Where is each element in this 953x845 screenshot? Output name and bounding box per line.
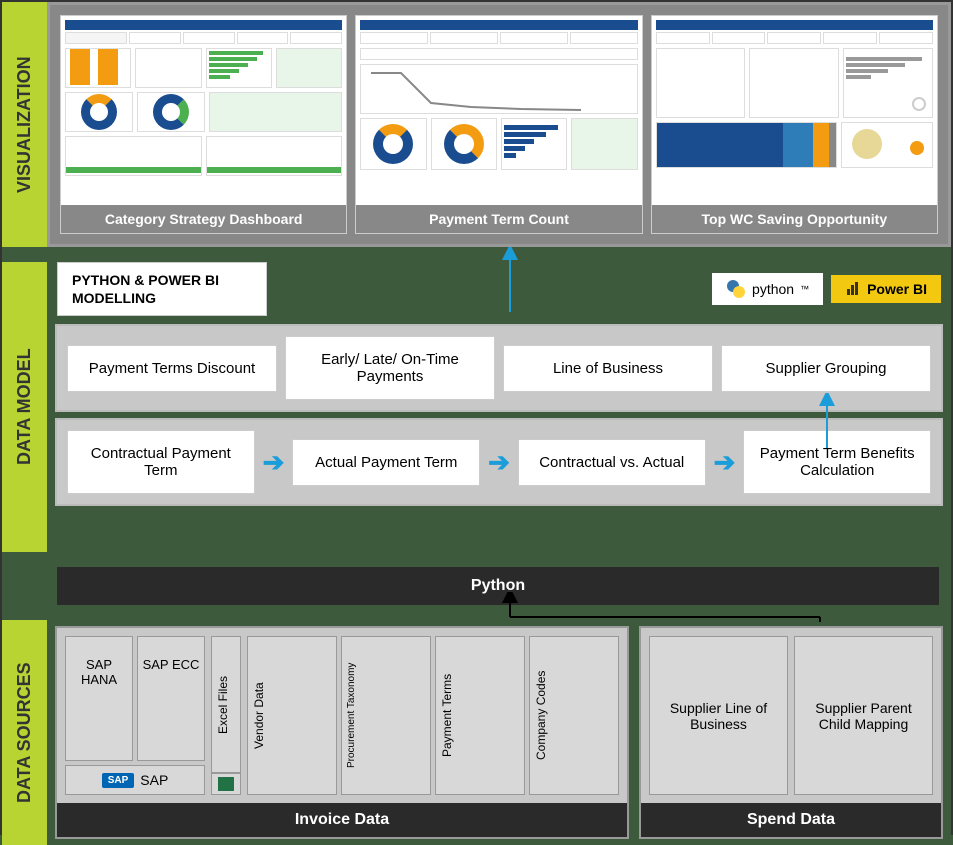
excel-column: Excel Files [211,636,241,795]
sap-label: SAP [140,772,168,788]
model-box: Payment Term Benefits Calculation [743,430,931,494]
sap-label-box: SAP SAP [65,765,205,795]
python-bar: Python [57,567,939,605]
arrow-right-icon: ➔ [263,447,285,478]
python-icon [726,279,746,299]
dashboard-preview [61,16,346,205]
model-box: Actual Payment Term [292,439,480,486]
spend-data-panel: Supplier Line of Business Supplier Paren… [639,626,943,839]
procurement-taxonomy-box: Procurement Taxonomy [341,636,431,795]
invoice-data-title: Invoice Data [57,803,627,837]
visualization-label: VISUALIZATION [2,2,47,247]
sap-hana-box: SAP HANA [65,636,133,761]
model-row-bottom-container: Contractual Payment Term ➔ Actual Paymen… [55,418,943,506]
excel-items: Vendor Data Procurement Taxonomy Payment… [247,636,619,795]
arrow-right-icon: ➔ [488,447,510,478]
data-model-label: DATA MODEL [2,262,47,552]
data-sources-content: SAP HANA SAP ECC SAP SAP Excel Files Ven… [47,620,951,845]
modelling-label: PYTHON & POWER BI MODELLING [57,262,267,316]
sap-column: SAP HANA SAP ECC SAP SAP [65,636,205,795]
dashboard-card-topwc: Top WC Saving Opportunity [651,15,938,234]
supplier-lob-box: Supplier Line of Business [649,636,788,795]
data-model-section: DATA MODEL PYTHON & POWER BI MODELLING p… [2,262,951,552]
excel-icon [218,777,234,791]
python-label: python [752,281,794,297]
invoice-data-panel: SAP HANA SAP ECC SAP SAP Excel Files Ven… [55,626,629,839]
data-sources-label: DATA SOURCES [2,620,47,845]
powerbi-icon [845,281,861,297]
model-box: Contractual vs. Actual [518,439,706,486]
dashboard-preview [652,16,937,205]
model-box: Early/ Late/ On-Time Payments [285,336,495,400]
model-box: Line of Business [503,345,713,392]
company-codes-box: Company Codes [529,636,619,795]
visualization-content: Category Strategy Dashboard [47,2,951,247]
dashboard-card-category: Category Strategy Dashboard [60,15,347,234]
dashboard-title: Category Strategy Dashboard [61,205,346,233]
tools-row: PYTHON & POWER BI MODELLING python™ Powe… [47,262,951,316]
supplier-mapping-box: Supplier Parent Child Mapping [794,636,933,795]
powerbi-badge: Power BI [831,275,941,303]
excel-files-label: Excel Files [211,636,241,773]
model-box: Contractual Payment Term [67,430,255,494]
arrow-right-icon: ➔ [714,447,736,478]
spend-data-title: Spend Data [641,803,941,837]
sap-logo-icon: SAP [102,773,135,788]
model-row-top-container: Payment Terms Discount Early/ Late/ On-T… [55,324,943,412]
sap-ecc-box: SAP ECC [137,636,205,761]
payment-terms-box: Payment Terms [435,636,525,795]
vendor-data-box: Vendor Data [247,636,337,795]
data-model-content: PYTHON & POWER BI MODELLING python™ Powe… [47,262,951,552]
python-badge: python™ [712,273,823,305]
dashboard-card-payment: Payment Term Count [355,15,642,234]
dashboard-title: Payment Term Count [356,205,641,233]
dashboard-preview [356,16,641,205]
data-sources-section: DATA SOURCES SAP HANA SAP ECC SAP SAP Ex… [2,620,951,845]
dashboard-title: Top WC Saving Opportunity [652,205,937,233]
visualization-section: VISUALIZATION [2,2,951,247]
modelling-label-text: PYTHON & POWER BI MODELLING [72,271,252,307]
model-box: Payment Terms Discount [67,345,277,392]
model-box: Supplier Grouping [721,345,931,392]
powerbi-label: Power BI [867,281,927,297]
